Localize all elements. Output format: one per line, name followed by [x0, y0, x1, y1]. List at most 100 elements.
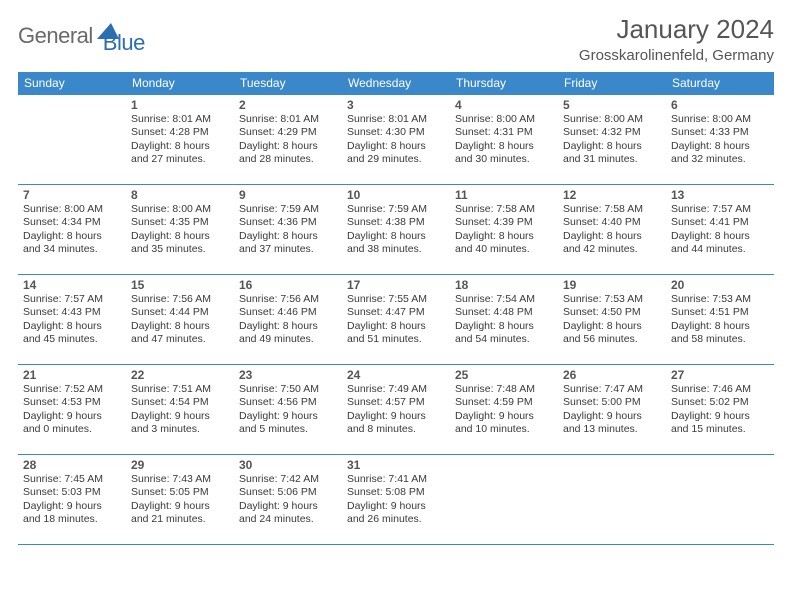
- day-sunset: Sunset: 4:36 PM: [239, 216, 337, 229]
- day-sunset: Sunset: 4:50 PM: [563, 306, 661, 319]
- day-daylight2: and 32 minutes.: [671, 153, 769, 166]
- day-sunset: Sunset: 4:40 PM: [563, 216, 661, 229]
- calendar-week-row: 28Sunrise: 7:45 AMSunset: 5:03 PMDayligh…: [18, 455, 774, 545]
- day-number: 10: [347, 188, 445, 202]
- calendar-day-cell: 15Sunrise: 7:56 AMSunset: 4:44 PMDayligh…: [126, 275, 234, 365]
- day-number: 24: [347, 368, 445, 382]
- day-daylight1: Daylight: 8 hours: [239, 230, 337, 243]
- day-daylight1: Daylight: 9 hours: [563, 410, 661, 423]
- day-daylight2: and 56 minutes.: [563, 333, 661, 346]
- day-sunset: Sunset: 4:57 PM: [347, 396, 445, 409]
- day-daylight2: and 37 minutes.: [239, 243, 337, 256]
- day-daylight1: Daylight: 9 hours: [239, 410, 337, 423]
- day-sunrise: Sunrise: 7:56 AM: [239, 293, 337, 306]
- day-sunrise: Sunrise: 7:57 AM: [23, 293, 121, 306]
- calendar-day-cell: 23Sunrise: 7:50 AMSunset: 4:56 PMDayligh…: [234, 365, 342, 455]
- calendar-day-cell: 12Sunrise: 7:58 AMSunset: 4:40 PMDayligh…: [558, 185, 666, 275]
- day-daylight1: Daylight: 8 hours: [563, 230, 661, 243]
- day-sunset: Sunset: 5:02 PM: [671, 396, 769, 409]
- day-number: 27: [671, 368, 769, 382]
- day-sunrise: Sunrise: 7:57 AM: [671, 203, 769, 216]
- day-sunset: Sunset: 4:28 PM: [131, 126, 229, 139]
- day-sunset: Sunset: 4:34 PM: [23, 216, 121, 229]
- day-number: 15: [131, 278, 229, 292]
- day-daylight1: Daylight: 8 hours: [563, 320, 661, 333]
- day-number: 28: [23, 458, 121, 472]
- day-daylight2: and 47 minutes.: [131, 333, 229, 346]
- day-daylight2: and 10 minutes.: [455, 423, 553, 436]
- calendar-day-cell: 13Sunrise: 7:57 AMSunset: 4:41 PMDayligh…: [666, 185, 774, 275]
- month-title: January 2024: [579, 14, 774, 45]
- day-sunrise: Sunrise: 7:59 AM: [239, 203, 337, 216]
- day-daylight2: and 40 minutes.: [455, 243, 553, 256]
- day-daylight1: Daylight: 8 hours: [455, 140, 553, 153]
- day-number: 23: [239, 368, 337, 382]
- calendar-day-cell: 3Sunrise: 8:01 AMSunset: 4:30 PMDaylight…: [342, 95, 450, 185]
- day-number: 6: [671, 98, 769, 112]
- day-daylight1: Daylight: 8 hours: [347, 140, 445, 153]
- day-sunrise: Sunrise: 8:00 AM: [23, 203, 121, 216]
- day-daylight1: Daylight: 8 hours: [23, 230, 121, 243]
- calendar-table: Sunday Monday Tuesday Wednesday Thursday…: [18, 72, 774, 545]
- day-sunset: Sunset: 4:47 PM: [347, 306, 445, 319]
- calendar-day-cell: 25Sunrise: 7:48 AMSunset: 4:59 PMDayligh…: [450, 365, 558, 455]
- day-number: 26: [563, 368, 661, 382]
- day-sunrise: Sunrise: 7:55 AM: [347, 293, 445, 306]
- day-daylight1: Daylight: 8 hours: [671, 230, 769, 243]
- day-sunset: Sunset: 5:03 PM: [23, 486, 121, 499]
- day-number: 5: [563, 98, 661, 112]
- day-daylight1: Daylight: 9 hours: [131, 500, 229, 513]
- calendar-day-cell: 11Sunrise: 7:58 AMSunset: 4:39 PMDayligh…: [450, 185, 558, 275]
- day-daylight1: Daylight: 9 hours: [347, 500, 445, 513]
- calendar-day-cell: 28Sunrise: 7:45 AMSunset: 5:03 PMDayligh…: [18, 455, 126, 545]
- day-daylight2: and 3 minutes.: [131, 423, 229, 436]
- day-sunrise: Sunrise: 7:58 AM: [563, 203, 661, 216]
- day-sunrise: Sunrise: 8:00 AM: [131, 203, 229, 216]
- day-daylight2: and 35 minutes.: [131, 243, 229, 256]
- calendar-day-cell: 6Sunrise: 8:00 AMSunset: 4:33 PMDaylight…: [666, 95, 774, 185]
- day-daylight2: and 0 minutes.: [23, 423, 121, 436]
- day-number: 13: [671, 188, 769, 202]
- day-sunset: Sunset: 4:56 PM: [239, 396, 337, 409]
- day-daylight2: and 26 minutes.: [347, 513, 445, 526]
- day-daylight1: Daylight: 9 hours: [131, 410, 229, 423]
- calendar-week-row: 1Sunrise: 8:01 AMSunset: 4:28 PMDaylight…: [18, 95, 774, 185]
- day-sunset: Sunset: 4:41 PM: [671, 216, 769, 229]
- day-sunrise: Sunrise: 7:56 AM: [131, 293, 229, 306]
- day-daylight1: Daylight: 8 hours: [455, 320, 553, 333]
- day-daylight2: and 49 minutes.: [239, 333, 337, 346]
- day-sunset: Sunset: 4:46 PM: [239, 306, 337, 319]
- calendar-day-cell: 22Sunrise: 7:51 AMSunset: 4:54 PMDayligh…: [126, 365, 234, 455]
- calendar-day-cell: 19Sunrise: 7:53 AMSunset: 4:50 PMDayligh…: [558, 275, 666, 365]
- day-daylight2: and 44 minutes.: [671, 243, 769, 256]
- day-sunset: Sunset: 5:08 PM: [347, 486, 445, 499]
- calendar-day-cell: 5Sunrise: 8:00 AMSunset: 4:32 PMDaylight…: [558, 95, 666, 185]
- day-number: 25: [455, 368, 553, 382]
- header: General Blue January 2024 Grosskarolinen…: [18, 14, 774, 64]
- day-daylight2: and 21 minutes.: [131, 513, 229, 526]
- title-block: January 2024 Grosskarolinenfeld, Germany: [579, 14, 774, 64]
- day-daylight2: and 45 minutes.: [23, 333, 121, 346]
- weekday-header: Thursday: [450, 72, 558, 95]
- calendar-day-cell: 2Sunrise: 8:01 AMSunset: 4:29 PMDaylight…: [234, 95, 342, 185]
- day-daylight1: Daylight: 8 hours: [455, 230, 553, 243]
- day-daylight1: Daylight: 8 hours: [23, 320, 121, 333]
- day-daylight2: and 18 minutes.: [23, 513, 121, 526]
- calendar-day-cell: 8Sunrise: 8:00 AMSunset: 4:35 PMDaylight…: [126, 185, 234, 275]
- day-number: 7: [23, 188, 121, 202]
- calendar-day-cell: 24Sunrise: 7:49 AMSunset: 4:57 PMDayligh…: [342, 365, 450, 455]
- day-number: 21: [23, 368, 121, 382]
- logo-text-blue: Blue: [103, 16, 145, 56]
- weekday-header: Saturday: [666, 72, 774, 95]
- day-daylight1: Daylight: 8 hours: [347, 320, 445, 333]
- location-subtitle: Grosskarolinenfeld, Germany: [579, 47, 774, 64]
- calendar-day-cell: 9Sunrise: 7:59 AMSunset: 4:36 PMDaylight…: [234, 185, 342, 275]
- day-daylight1: Daylight: 8 hours: [131, 230, 229, 243]
- day-sunrise: Sunrise: 7:54 AM: [455, 293, 553, 306]
- day-sunrise: Sunrise: 8:01 AM: [347, 113, 445, 126]
- day-sunset: Sunset: 4:33 PM: [671, 126, 769, 139]
- calendar-day-cell: 7Sunrise: 8:00 AMSunset: 4:34 PMDaylight…: [18, 185, 126, 275]
- day-daylight1: Daylight: 9 hours: [23, 410, 121, 423]
- day-daylight2: and 38 minutes.: [347, 243, 445, 256]
- day-number: 19: [563, 278, 661, 292]
